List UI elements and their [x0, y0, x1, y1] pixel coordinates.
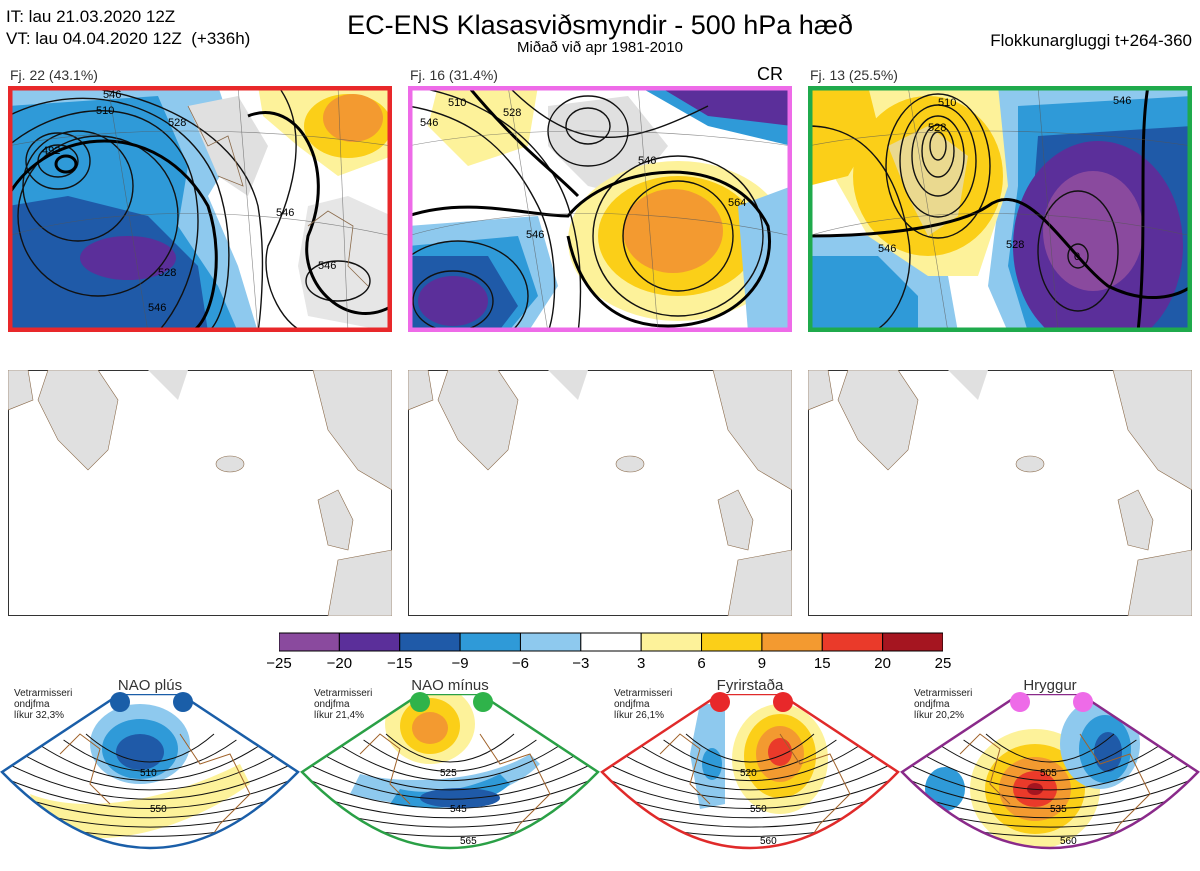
colorbar-swatch	[761, 632, 823, 652]
colorbar-tick: −25	[266, 655, 292, 672]
regime-contour-label: 565	[460, 836, 477, 847]
blank-map-3	[808, 370, 1192, 616]
regime-contour-label: 535	[1050, 804, 1067, 815]
blank-map-1	[8, 370, 392, 616]
colorbar-swatch	[459, 632, 521, 652]
regime-title: Hryggur	[1023, 677, 1077, 694]
colorbar-swatch	[279, 632, 340, 652]
contour-label: 546	[638, 155, 656, 167]
regime-contour-label: 505	[1040, 768, 1057, 779]
regime-note: Vetrarmisseri ondjfma líkur 21,4%	[314, 688, 373, 721]
regime-marker-dot	[1073, 692, 1093, 712]
contour-label: 0	[1074, 251, 1080, 263]
contour-label: 528	[928, 122, 946, 134]
contour-label: 510	[96, 105, 114, 117]
regime-note: Vetrarmisseri ondjfma líkur 26,1%	[614, 688, 673, 721]
regime-map: 525 545 565	[300, 694, 600, 850]
colorbar-swatch	[882, 632, 943, 652]
colorbar-tick: −9	[451, 655, 469, 672]
contour-label: 528	[1006, 239, 1024, 251]
contour-label: 546	[318, 260, 336, 272]
colorbar	[279, 632, 943, 652]
regime-marker-dot	[173, 692, 193, 712]
regime-contour-label: 560	[1060, 836, 1077, 847]
regime-contour-label: 525	[440, 768, 457, 779]
regime-contour-label: 550	[750, 804, 767, 815]
colorbar-swatch	[640, 632, 703, 652]
blank-map-2	[408, 370, 792, 616]
colorbar-tick: −20	[326, 655, 353, 672]
contour-label: 546	[1113, 95, 1131, 107]
contour-label: 546	[148, 302, 166, 314]
regime-contour-label: 520	[740, 768, 757, 779]
contour-label: 528	[168, 117, 186, 129]
regime-contour-label: 510	[140, 768, 157, 779]
contour-label: 528	[158, 267, 176, 279]
contour-label: 492	[42, 145, 60, 157]
regime-title: NAO plús	[117, 677, 183, 694]
regime-marker-dot	[773, 692, 793, 712]
colorbar-tick: 20	[874, 655, 891, 672]
regime-title: NAO mínus	[411, 677, 489, 694]
contour-label: 510	[448, 97, 466, 109]
colorbar-tick: 6	[697, 655, 706, 672]
regime-title: Fyrirstaða	[716, 677, 784, 694]
contour-label: 546	[103, 89, 121, 101]
cluster-map-1: 492 510 528 546 546 546 528 546	[8, 86, 392, 332]
contour-label: 510	[938, 97, 956, 109]
page-title: EC-ENS Klasasviðsmyndir - 500 hPa hæð	[347, 10, 853, 40]
regime-note: Vetrarmisseri ondjfma líkur 32,3%	[14, 688, 73, 721]
colorbar-swatch	[580, 632, 642, 652]
cluster-2-label: Fj. 16 (31.4%)	[410, 67, 498, 83]
contour-label: 546	[878, 243, 896, 255]
regime-map: 510 550	[0, 694, 300, 850]
contour-label: 528	[503, 107, 521, 119]
regime-marker-dot	[473, 692, 493, 712]
contour-label: 546	[526, 229, 544, 241]
cluster-map-2: 510 528 546 546 564 546	[408, 86, 792, 332]
colorbar-tick: −3	[572, 655, 590, 672]
regime-marker-dot	[1010, 692, 1030, 712]
colorbar-swatch	[519, 632, 582, 652]
regime-contour-label: 545	[450, 804, 467, 815]
contour-label: 564	[728, 197, 746, 209]
regime-contour-label: 560	[760, 836, 777, 847]
colorbar-swatch	[399, 632, 461, 652]
vt-line: VT: lau 04.04.2020 12Z (+336h)	[6, 29, 251, 48]
cluster-2-cr-mark: CR	[757, 64, 783, 84]
colorbar-tick: −15	[386, 655, 413, 672]
colorbar-tick: 3	[637, 655, 646, 672]
colorbar-tick: −6	[511, 655, 529, 672]
colorbar-swatch	[338, 632, 401, 652]
regime-map: 505 535 560	[900, 694, 1200, 850]
colorbar-tick: 15	[813, 655, 831, 672]
cluster-map-3: 510 528 546 528 546 0	[808, 86, 1192, 332]
regime-marker-dot	[410, 692, 430, 712]
regime-marker-dot	[110, 692, 130, 712]
regime-note: Vetrarmisseri ondjfma líkur 20,2%	[914, 688, 973, 721]
contour-label: 546	[276, 207, 294, 219]
regime-contour-label: 550	[150, 804, 167, 815]
cluster-1-label: Fj. 22 (43.1%)	[10, 67, 98, 83]
colorbar-swatch	[701, 632, 763, 652]
window-label: Flokkunargluggi t+264-360	[990, 31, 1192, 50]
cluster-3-label: Fj. 13 (25.5%)	[810, 67, 898, 83]
colorbar-tick: 9	[757, 655, 767, 672]
regime-map: 520 550 560	[600, 694, 900, 850]
regime-marker-dot	[710, 692, 730, 712]
it-line: IT: lau 21.03.2020 12Z	[6, 7, 176, 26]
page-subtitle: Miðað við apr 1981-2010	[517, 39, 683, 56]
contour-label: 546	[420, 117, 438, 129]
header-info: IT: lau 21.03.2020 12Z VT: lau 04.04.2020…	[6, 6, 250, 50]
colorbar-swatch	[821, 632, 884, 652]
colorbar-tick: 25	[934, 655, 952, 672]
